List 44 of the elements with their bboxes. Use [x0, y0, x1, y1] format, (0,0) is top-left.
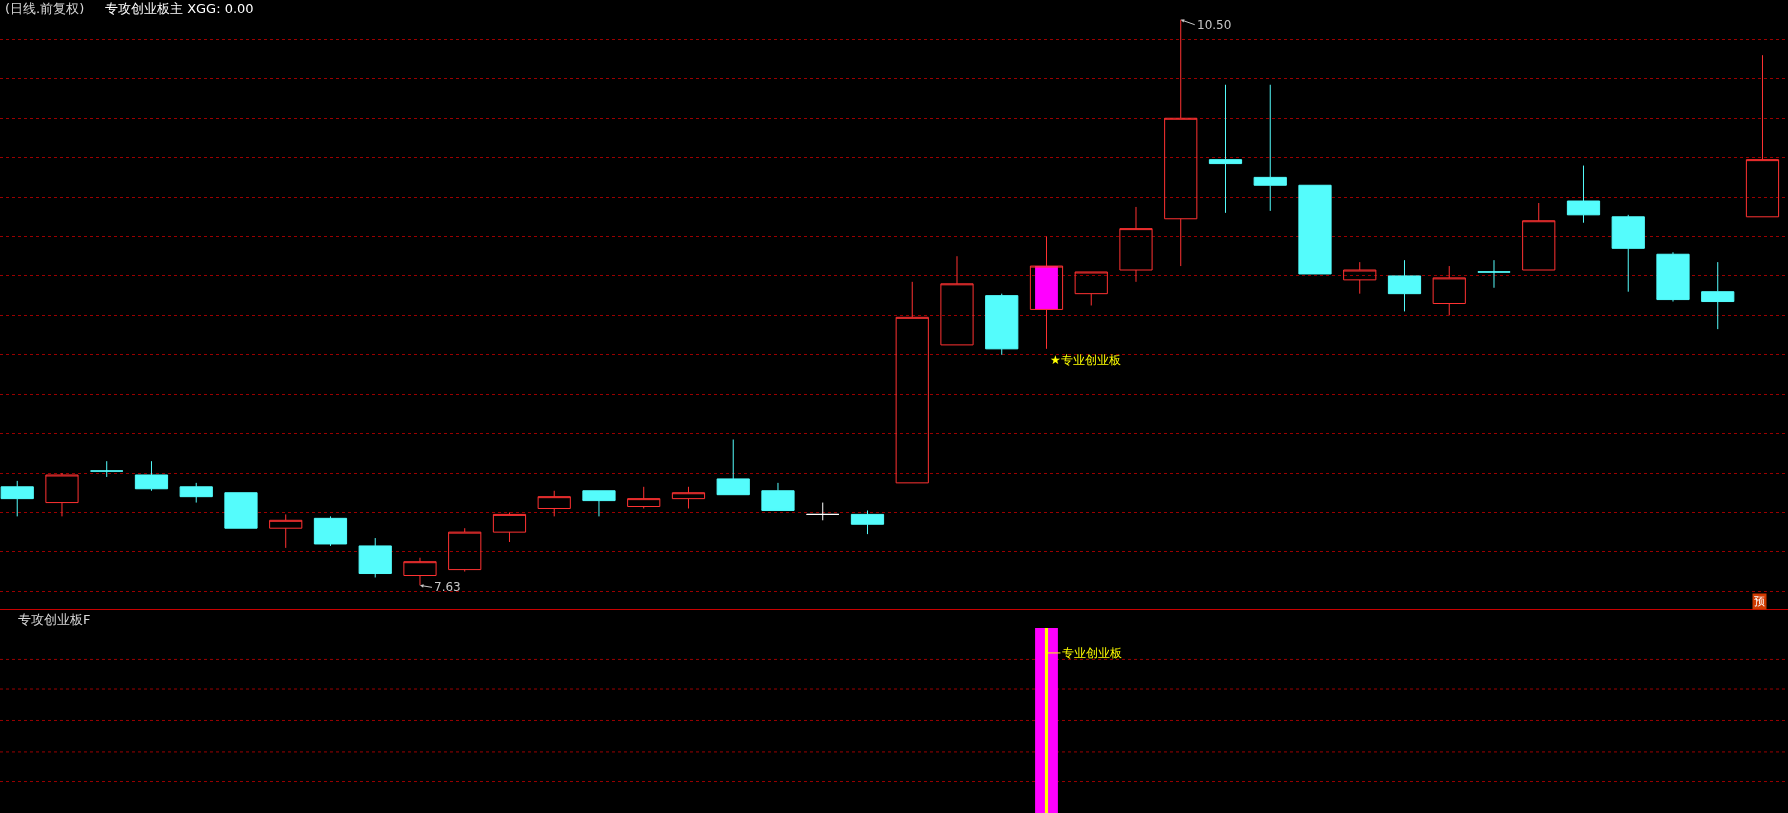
candlestick	[761, 482, 795, 511]
chart-title: 专攻创业板F	[18, 612, 91, 627]
candlestick	[582, 490, 616, 517]
chart-title: (日线.前复权)	[5, 1, 85, 16]
candlestick	[492, 511, 527, 543]
candlestick	[1611, 214, 1645, 293]
annotation: 预	[1754, 595, 1765, 608]
candlestick	[1656, 251, 1690, 303]
candlestick	[940, 255, 974, 346]
annotation: 7.63	[434, 580, 461, 594]
candlestick	[537, 490, 571, 517]
candlestick	[806, 502, 840, 521]
candlestick	[1701, 261, 1735, 330]
annotation: 10.50	[1197, 18, 1232, 32]
candlestick	[179, 482, 213, 504]
candlestick	[313, 515, 348, 547]
candlestick	[1343, 261, 1377, 295]
candlestick	[90, 460, 124, 478]
candlestick	[1298, 184, 1332, 275]
candlestick	[1745, 54, 1780, 218]
candlestick	[850, 509, 885, 535]
candlestick	[1074, 271, 1108, 306]
candlestick	[45, 472, 79, 517]
candlestick	[1387, 259, 1422, 312]
candlestick	[134, 460, 169, 492]
chart-subtitle: 专攻创业板主 XGG: 0.00	[105, 1, 254, 16]
candlestick	[895, 281, 929, 484]
annotation: 专业创业板	[1062, 646, 1122, 660]
candlestick	[1253, 84, 1287, 212]
candlestick	[671, 486, 706, 509]
candlestick	[716, 439, 750, 496]
candlestick	[448, 527, 482, 573]
candlestick	[1164, 19, 1198, 267]
annotation: ★专业创业板	[1050, 353, 1121, 367]
candlestick	[358, 537, 392, 578]
candlestick	[224, 492, 258, 529]
candlestick	[269, 513, 303, 549]
candlestick	[627, 486, 661, 509]
candlestick	[985, 293, 1019, 356]
candlestick	[1029, 236, 1064, 350]
candlestick	[1432, 265, 1466, 316]
candlestick	[0, 480, 34, 517]
candlestick	[1566, 165, 1601, 224]
candlestick	[1208, 84, 1243, 214]
